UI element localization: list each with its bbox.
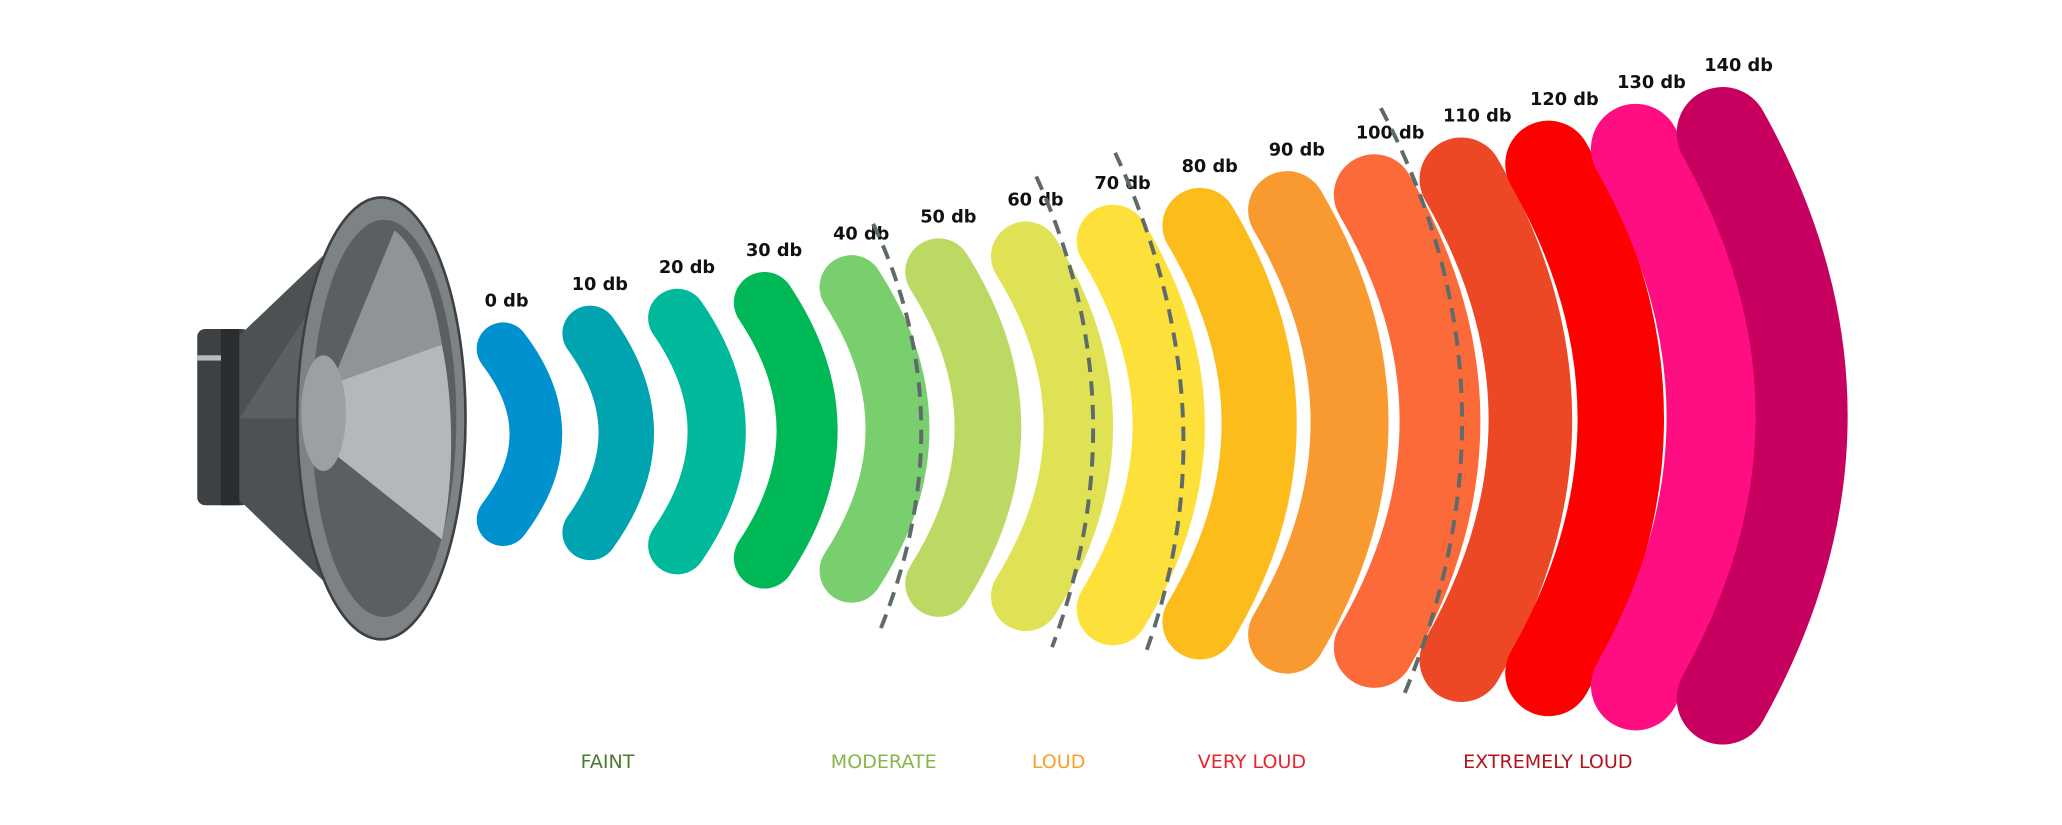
level-label: 60 db bbox=[1007, 191, 1063, 211]
level-label: 90 db bbox=[1269, 140, 1325, 160]
categories: FAINT MODERATE LOUD VERY LOUD EXTREMELY LOUD bbox=[581, 751, 1633, 773]
separators bbox=[871, 107, 1465, 701]
level-arc bbox=[1590, 103, 1756, 731]
separator bbox=[871, 222, 924, 635]
speaker-highlight bbox=[197, 355, 237, 361]
level-arc bbox=[1505, 120, 1664, 717]
level-label: 80 db bbox=[1182, 157, 1238, 177]
level-label: 70 db bbox=[1094, 174, 1150, 194]
speaker-cone-mid bbox=[331, 230, 442, 385]
level-label: 10 db bbox=[572, 275, 628, 295]
level-arc bbox=[905, 238, 1022, 617]
speaker-cone-light bbox=[326, 344, 452, 540]
level-arc bbox=[1333, 154, 1481, 688]
level-arc bbox=[1248, 171, 1389, 674]
level-arc bbox=[476, 322, 563, 546]
level-arc bbox=[648, 288, 746, 575]
speaker-dust-cap bbox=[301, 355, 346, 472]
separator bbox=[1379, 107, 1465, 701]
category-label: FAINT bbox=[581, 751, 635, 773]
level-label: 50 db bbox=[920, 208, 976, 228]
level-arc bbox=[1162, 187, 1297, 660]
level-arc bbox=[1419, 137, 1573, 702]
category-label: EXTREMELY LOUD bbox=[1463, 751, 1632, 773]
level-label: 0 db bbox=[485, 292, 529, 312]
separator bbox=[1034, 175, 1096, 648]
speaker bbox=[197, 196, 467, 641]
level-label: 140 db bbox=[1704, 56, 1773, 76]
level-label: 100 db bbox=[1356, 123, 1425, 143]
level-label: 130 db bbox=[1617, 73, 1686, 93]
level-label: 120 db bbox=[1530, 90, 1599, 110]
category-label: VERY LOUD bbox=[1198, 751, 1306, 773]
level-arc bbox=[819, 255, 930, 603]
level-arcs: 0 db 10 db 20 db 30 db 40 db 50 db 60 db 70 db 8… bbox=[476, 56, 1848, 745]
level-arc bbox=[990, 221, 1114, 632]
level-label: 20 db bbox=[659, 258, 715, 278]
level-arc bbox=[1076, 204, 1205, 646]
level-label: 110 db bbox=[1443, 107, 1512, 127]
level-label: 30 db bbox=[746, 241, 802, 261]
speaker-ring bbox=[220, 328, 240, 506]
level-label: 40 db bbox=[833, 224, 889, 244]
level-arc bbox=[1676, 87, 1848, 745]
level-arc bbox=[562, 305, 654, 561]
level-arc bbox=[733, 271, 838, 589]
category-label: LOUD bbox=[1032, 751, 1086, 773]
separator bbox=[1113, 151, 1186, 651]
category-label: MODERATE bbox=[831, 751, 937, 773]
